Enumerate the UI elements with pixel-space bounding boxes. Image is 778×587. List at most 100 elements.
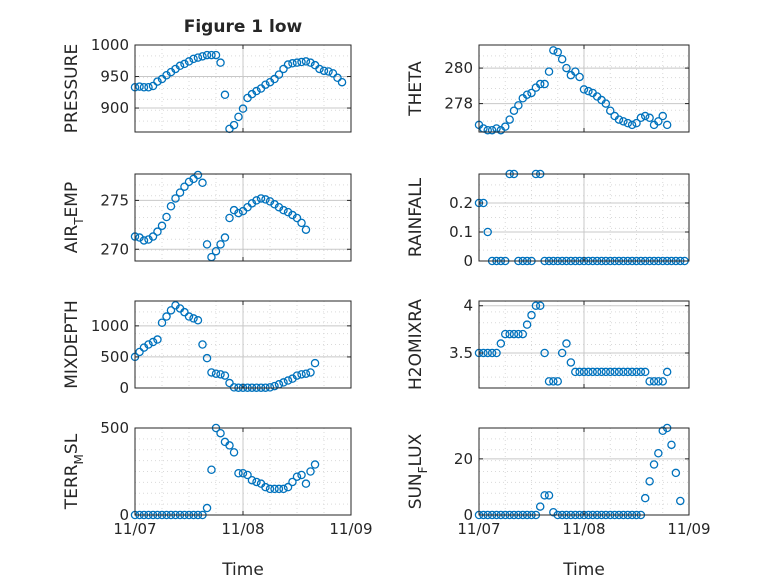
x-tick-label: 11/07	[457, 520, 500, 538]
data-point	[144, 340, 153, 349]
data-point	[229, 120, 239, 130]
data-point	[483, 348, 492, 358]
data-point	[207, 465, 216, 475]
data-point	[658, 377, 668, 386]
data-point	[328, 69, 338, 78]
data-point	[606, 106, 615, 115]
y-tick-label: 278	[444, 95, 473, 113]
y-tick-label: 1000	[91, 36, 129, 54]
axes-h2omixra: 3.5 4 H2OMIXRA	[406, 297, 690, 390]
data-point	[189, 54, 198, 64]
data-point	[193, 316, 203, 325]
data-point	[157, 318, 167, 327]
axes-theta: 278 280 THETA	[406, 44, 690, 135]
data-point	[654, 117, 663, 126]
data-point	[571, 367, 580, 377]
data-point	[571, 67, 580, 76]
data-point	[283, 482, 293, 492]
y-tick-label: 4	[463, 297, 473, 315]
axes-rainfall: 0 0.1 0.2 RAINFALL	[406, 169, 690, 270]
y-axis-label: PRESSURE	[62, 44, 82, 133]
data-point	[562, 63, 571, 73]
data-point	[153, 77, 162, 86]
data-point	[518, 329, 528, 339]
data-point	[184, 312, 194, 321]
data-point	[640, 367, 650, 377]
data-point	[667, 440, 676, 450]
data-point	[310, 460, 320, 469]
data-point	[575, 72, 584, 82]
data-point	[606, 367, 615, 377]
data-point	[256, 194, 266, 203]
x-tick-label: 11/07	[113, 520, 156, 538]
data-point	[274, 484, 284, 494]
data-point	[211, 369, 221, 378]
axes-mixdepth: 0 500 1000 MIXDEPTH	[62, 300, 352, 397]
data-point	[557, 348, 567, 358]
data-point	[509, 329, 519, 339]
data-point	[193, 170, 203, 180]
data-point	[531, 301, 541, 310]
data-point	[180, 59, 189, 69]
data-point	[627, 367, 637, 377]
data-point	[514, 101, 523, 110]
data-point	[487, 125, 497, 135]
data-point	[597, 367, 606, 377]
data-point	[207, 50, 216, 60]
data-point	[500, 329, 510, 339]
data-point	[171, 194, 180, 203]
data-point	[180, 307, 189, 317]
data-point	[211, 246, 221, 256]
y-tick-label: 0	[463, 252, 473, 270]
y-tick-label: 500	[100, 419, 129, 437]
data-point	[229, 448, 239, 457]
data-point	[238, 468, 248, 478]
y-axis-label: AIRTEMP	[62, 182, 86, 253]
data-point	[662, 120, 672, 130]
y-tick-label: 0.2	[449, 194, 473, 212]
data-point	[198, 340, 207, 349]
x-tick-label: 11/08	[562, 520, 605, 538]
y-axis-label: SUNFLUX	[406, 433, 430, 509]
y-tick-label: 0	[463, 506, 473, 524]
data-point	[579, 85, 589, 94]
data-point	[540, 348, 549, 358]
data-point	[527, 88, 536, 98]
data-point	[483, 125, 492, 135]
data-point	[671, 468, 681, 478]
data-point	[252, 477, 261, 487]
data-point	[584, 86, 593, 96]
data-point	[522, 320, 532, 329]
data-point	[243, 470, 252, 480]
data-point	[261, 482, 270, 492]
data-point	[562, 339, 571, 348]
data-point	[588, 367, 597, 377]
data-point	[306, 368, 315, 377]
data-point	[557, 54, 567, 64]
data-point	[337, 77, 347, 87]
data-point	[175, 61, 185, 71]
data-point	[234, 468, 243, 478]
data-point	[247, 475, 257, 485]
data-point	[333, 73, 342, 83]
data-point	[649, 377, 659, 386]
data-point	[220, 371, 230, 380]
data-point	[324, 67, 333, 76]
data-point	[157, 221, 167, 231]
data-point	[234, 208, 243, 218]
chart-title: Figure 1 low	[184, 17, 303, 37]
data-point	[654, 377, 663, 386]
data-point	[297, 470, 306, 480]
data-point	[575, 367, 584, 377]
data-point	[623, 367, 633, 377]
data-point	[315, 64, 324, 74]
data-point	[283, 60, 293, 69]
data-point	[614, 367, 624, 377]
data-point	[207, 368, 216, 377]
data-point	[619, 367, 628, 377]
x-tick-label: 11/09	[667, 520, 710, 538]
data-point	[297, 57, 306, 67]
data-point	[238, 104, 248, 113]
data-point	[202, 353, 212, 363]
